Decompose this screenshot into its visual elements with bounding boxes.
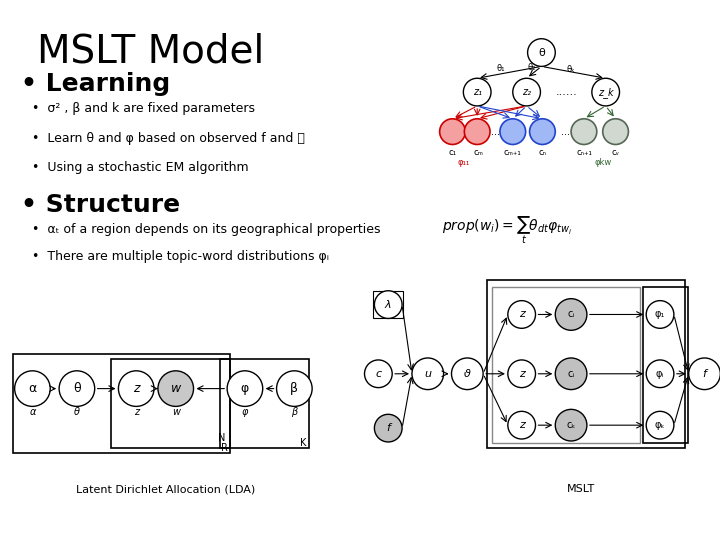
Circle shape (647, 411, 674, 439)
Text: ...: ... (492, 126, 500, 137)
Circle shape (464, 78, 491, 106)
Circle shape (374, 291, 402, 319)
Text: cᵥ: cᵥ (611, 148, 620, 157)
Text: cₖ: cₖ (567, 420, 576, 430)
Circle shape (528, 39, 555, 66)
Text: z: z (518, 420, 525, 430)
Text: z: z (133, 382, 140, 395)
Circle shape (555, 358, 587, 389)
Circle shape (555, 409, 587, 441)
Text: f: f (387, 423, 390, 433)
Text: β: β (291, 407, 297, 417)
Text: θ₁: θ₁ (497, 64, 505, 73)
Circle shape (508, 360, 536, 388)
Circle shape (592, 78, 619, 106)
Text: R: R (221, 443, 228, 453)
Circle shape (603, 119, 629, 145)
Text: • Structure: • Structure (21, 193, 180, 217)
Circle shape (500, 119, 526, 145)
Text: φkw: φkw (594, 158, 611, 167)
Text: z₂: z₂ (522, 87, 531, 97)
Text: cₙ: cₙ (539, 148, 546, 157)
Bar (374, 291, 403, 319)
Circle shape (158, 371, 194, 407)
Text: cₘ₊₁: cₘ₊₁ (504, 148, 522, 157)
Text: w: w (172, 407, 180, 417)
Text: ϑ: ϑ (464, 369, 471, 379)
Text: θₖ: θₖ (567, 65, 575, 74)
Text: cᵢ: cᵢ (567, 369, 575, 379)
Bar (220, 359, 309, 448)
Text: α: α (28, 382, 37, 395)
Circle shape (364, 360, 392, 388)
Bar (487, 280, 685, 448)
Text: z_k: z_k (598, 86, 613, 98)
Text: z₁: z₁ (473, 87, 482, 97)
Text: z: z (518, 309, 525, 320)
Text: θ: θ (74, 407, 80, 417)
Text: c₁: c₁ (449, 148, 456, 157)
Circle shape (374, 414, 402, 442)
Text: λ: λ (385, 300, 392, 309)
Text: θ₂: θ₂ (527, 63, 536, 72)
Circle shape (227, 371, 263, 407)
Text: φ₁₁: φ₁₁ (457, 158, 469, 167)
Text: θ: θ (538, 48, 545, 58)
Bar (13, 354, 230, 453)
Circle shape (451, 358, 483, 389)
Text: α: α (30, 407, 35, 417)
Circle shape (440, 119, 465, 145)
Text: cᵢ: cᵢ (567, 309, 575, 320)
Circle shape (59, 371, 95, 407)
Circle shape (14, 371, 50, 407)
Text: f: f (703, 369, 706, 379)
Text: $prop(w_i) = \sum_t \theta_{dt} \varphi_{tw_i}$: $prop(w_i) = \sum_t \theta_{dt} \varphi_… (441, 215, 572, 246)
Circle shape (555, 299, 587, 330)
Text: •  There are multiple topic-word distributions φᵢ: • There are multiple topic-word distribu… (32, 250, 330, 263)
Text: cₘ: cₘ (473, 148, 483, 157)
Text: ...: ... (561, 126, 570, 137)
Text: •  Learn θ and φ based on observed f and 𝒲: • Learn θ and φ based on observed f and … (32, 132, 305, 145)
Text: K: K (300, 438, 306, 448)
Text: c: c (375, 369, 382, 379)
Circle shape (530, 119, 555, 145)
Bar (112, 359, 230, 448)
Circle shape (118, 371, 154, 407)
Text: φᵢ: φᵢ (656, 369, 665, 379)
Text: N: N (217, 433, 225, 443)
Text: φ: φ (240, 382, 249, 395)
Text: z: z (518, 369, 525, 379)
Text: •  αₜ of a region depends on its geographical properties: • αₜ of a region depends on its geograph… (32, 222, 381, 235)
Text: MSLT: MSLT (567, 484, 595, 495)
Circle shape (513, 78, 541, 106)
Text: φ: φ (242, 407, 248, 417)
Circle shape (464, 119, 490, 145)
Circle shape (412, 358, 444, 389)
Text: ......: ...... (555, 87, 577, 97)
Text: cₙ₊₁: cₙ₊₁ (576, 148, 592, 157)
Text: •  σ² , β and k are fixed parameters: • σ² , β and k are fixed parameters (32, 102, 256, 115)
Bar (492, 287, 640, 443)
Text: •  Using a stochastic EM algorithm: • Using a stochastic EM algorithm (32, 161, 249, 174)
Circle shape (508, 301, 536, 328)
Circle shape (508, 411, 536, 439)
Text: MSLT Model: MSLT Model (37, 33, 265, 71)
Text: φₖ: φₖ (654, 420, 665, 430)
Text: z: z (134, 407, 139, 417)
Text: φ₁: φ₁ (655, 309, 665, 320)
Text: u: u (424, 369, 431, 379)
Bar (643, 287, 688, 443)
Circle shape (647, 301, 674, 328)
Text: Latent Dirichlet Allocation (LDA): Latent Dirichlet Allocation (LDA) (76, 484, 256, 495)
Text: β: β (290, 382, 298, 395)
Circle shape (689, 358, 720, 389)
Text: w: w (171, 382, 181, 395)
Circle shape (571, 119, 597, 145)
Circle shape (276, 371, 312, 407)
Text: • Learning: • Learning (21, 72, 170, 96)
Text: θ: θ (73, 382, 81, 395)
Circle shape (647, 360, 674, 388)
